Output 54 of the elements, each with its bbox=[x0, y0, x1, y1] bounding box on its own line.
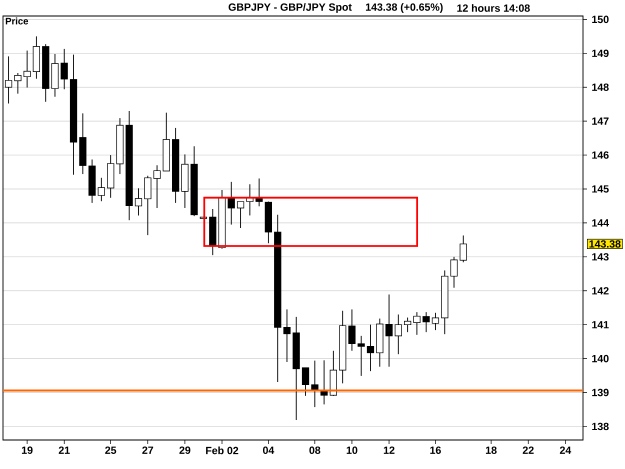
candlestick bbox=[98, 177, 105, 202]
candlestick bbox=[450, 256, 458, 288]
x-tick-label: 29 bbox=[179, 446, 190, 454]
y-tick-label: 143 bbox=[592, 253, 609, 261]
y-tick-label: 144 bbox=[592, 219, 609, 227]
x-tick-label: 21 bbox=[58, 446, 70, 454]
y-tick-label: 147 bbox=[592, 118, 609, 125]
y-tick-label: 148 bbox=[592, 84, 609, 91]
candlestick bbox=[366, 324, 374, 372]
candlestick bbox=[144, 175, 152, 236]
x-tick-label: 08 bbox=[309, 446, 320, 454]
text: 12 hours 14:08 bbox=[457, 4, 530, 12]
x-tick-label: 25 bbox=[105, 446, 116, 454]
candlestick bbox=[394, 314, 402, 355]
candlestick bbox=[60, 48, 68, 90]
candlestick bbox=[348, 308, 356, 352]
candlestick bbox=[413, 312, 420, 336]
chart-title: GBPJPY - GBP/JPY Spot bbox=[228, 3, 352, 13]
candlestick bbox=[302, 367, 310, 396]
candlestick bbox=[422, 312, 430, 333]
candlestick bbox=[14, 72, 22, 94]
x-tick-label: 19 bbox=[22, 446, 33, 454]
y-axis-title: Price bbox=[6, 18, 28, 24]
y-tick-label: 150 bbox=[592, 16, 609, 24]
candlestick bbox=[24, 50, 31, 88]
x-tick-label: Feb 02 bbox=[206, 446, 238, 454]
x-tick-label: 27 bbox=[142, 446, 154, 454]
y-tick-label: 145 bbox=[592, 185, 609, 193]
x-tick-label: 04 bbox=[262, 446, 274, 454]
candlestick bbox=[460, 235, 467, 263]
x-tick-label: 18 bbox=[486, 446, 497, 454]
x-tick-label: 10 bbox=[346, 446, 358, 454]
candlestick bbox=[134, 188, 142, 216]
x-tick-label: 12 bbox=[384, 446, 394, 454]
candlestick bbox=[236, 201, 244, 228]
y-tick-label: 139 bbox=[592, 388, 609, 396]
candlestick bbox=[283, 308, 291, 362]
y-tick-label: 141 bbox=[592, 321, 609, 328]
y-tick-label: 140 bbox=[592, 354, 609, 362]
candlestick bbox=[404, 317, 412, 333]
y-tick-label: 149 bbox=[592, 50, 609, 58]
text: 143.38 bbox=[589, 240, 621, 248]
y-tick-label: 138 bbox=[592, 422, 609, 430]
y-tick-label: 142 bbox=[592, 287, 609, 294]
x-tick-label: 16 bbox=[430, 446, 441, 454]
candlestick bbox=[385, 294, 393, 368]
candlestick bbox=[153, 164, 161, 208]
candlestick bbox=[228, 181, 235, 226]
x-tick-label: 24 bbox=[560, 446, 572, 454]
candlestick bbox=[358, 335, 365, 376]
candlestick bbox=[432, 312, 440, 331]
y-tick-label: 146 bbox=[592, 151, 609, 159]
chart-subtitle: 143.38 (+0.65%) bbox=[366, 3, 443, 13]
x-tick-label: 22 bbox=[522, 446, 534, 454]
